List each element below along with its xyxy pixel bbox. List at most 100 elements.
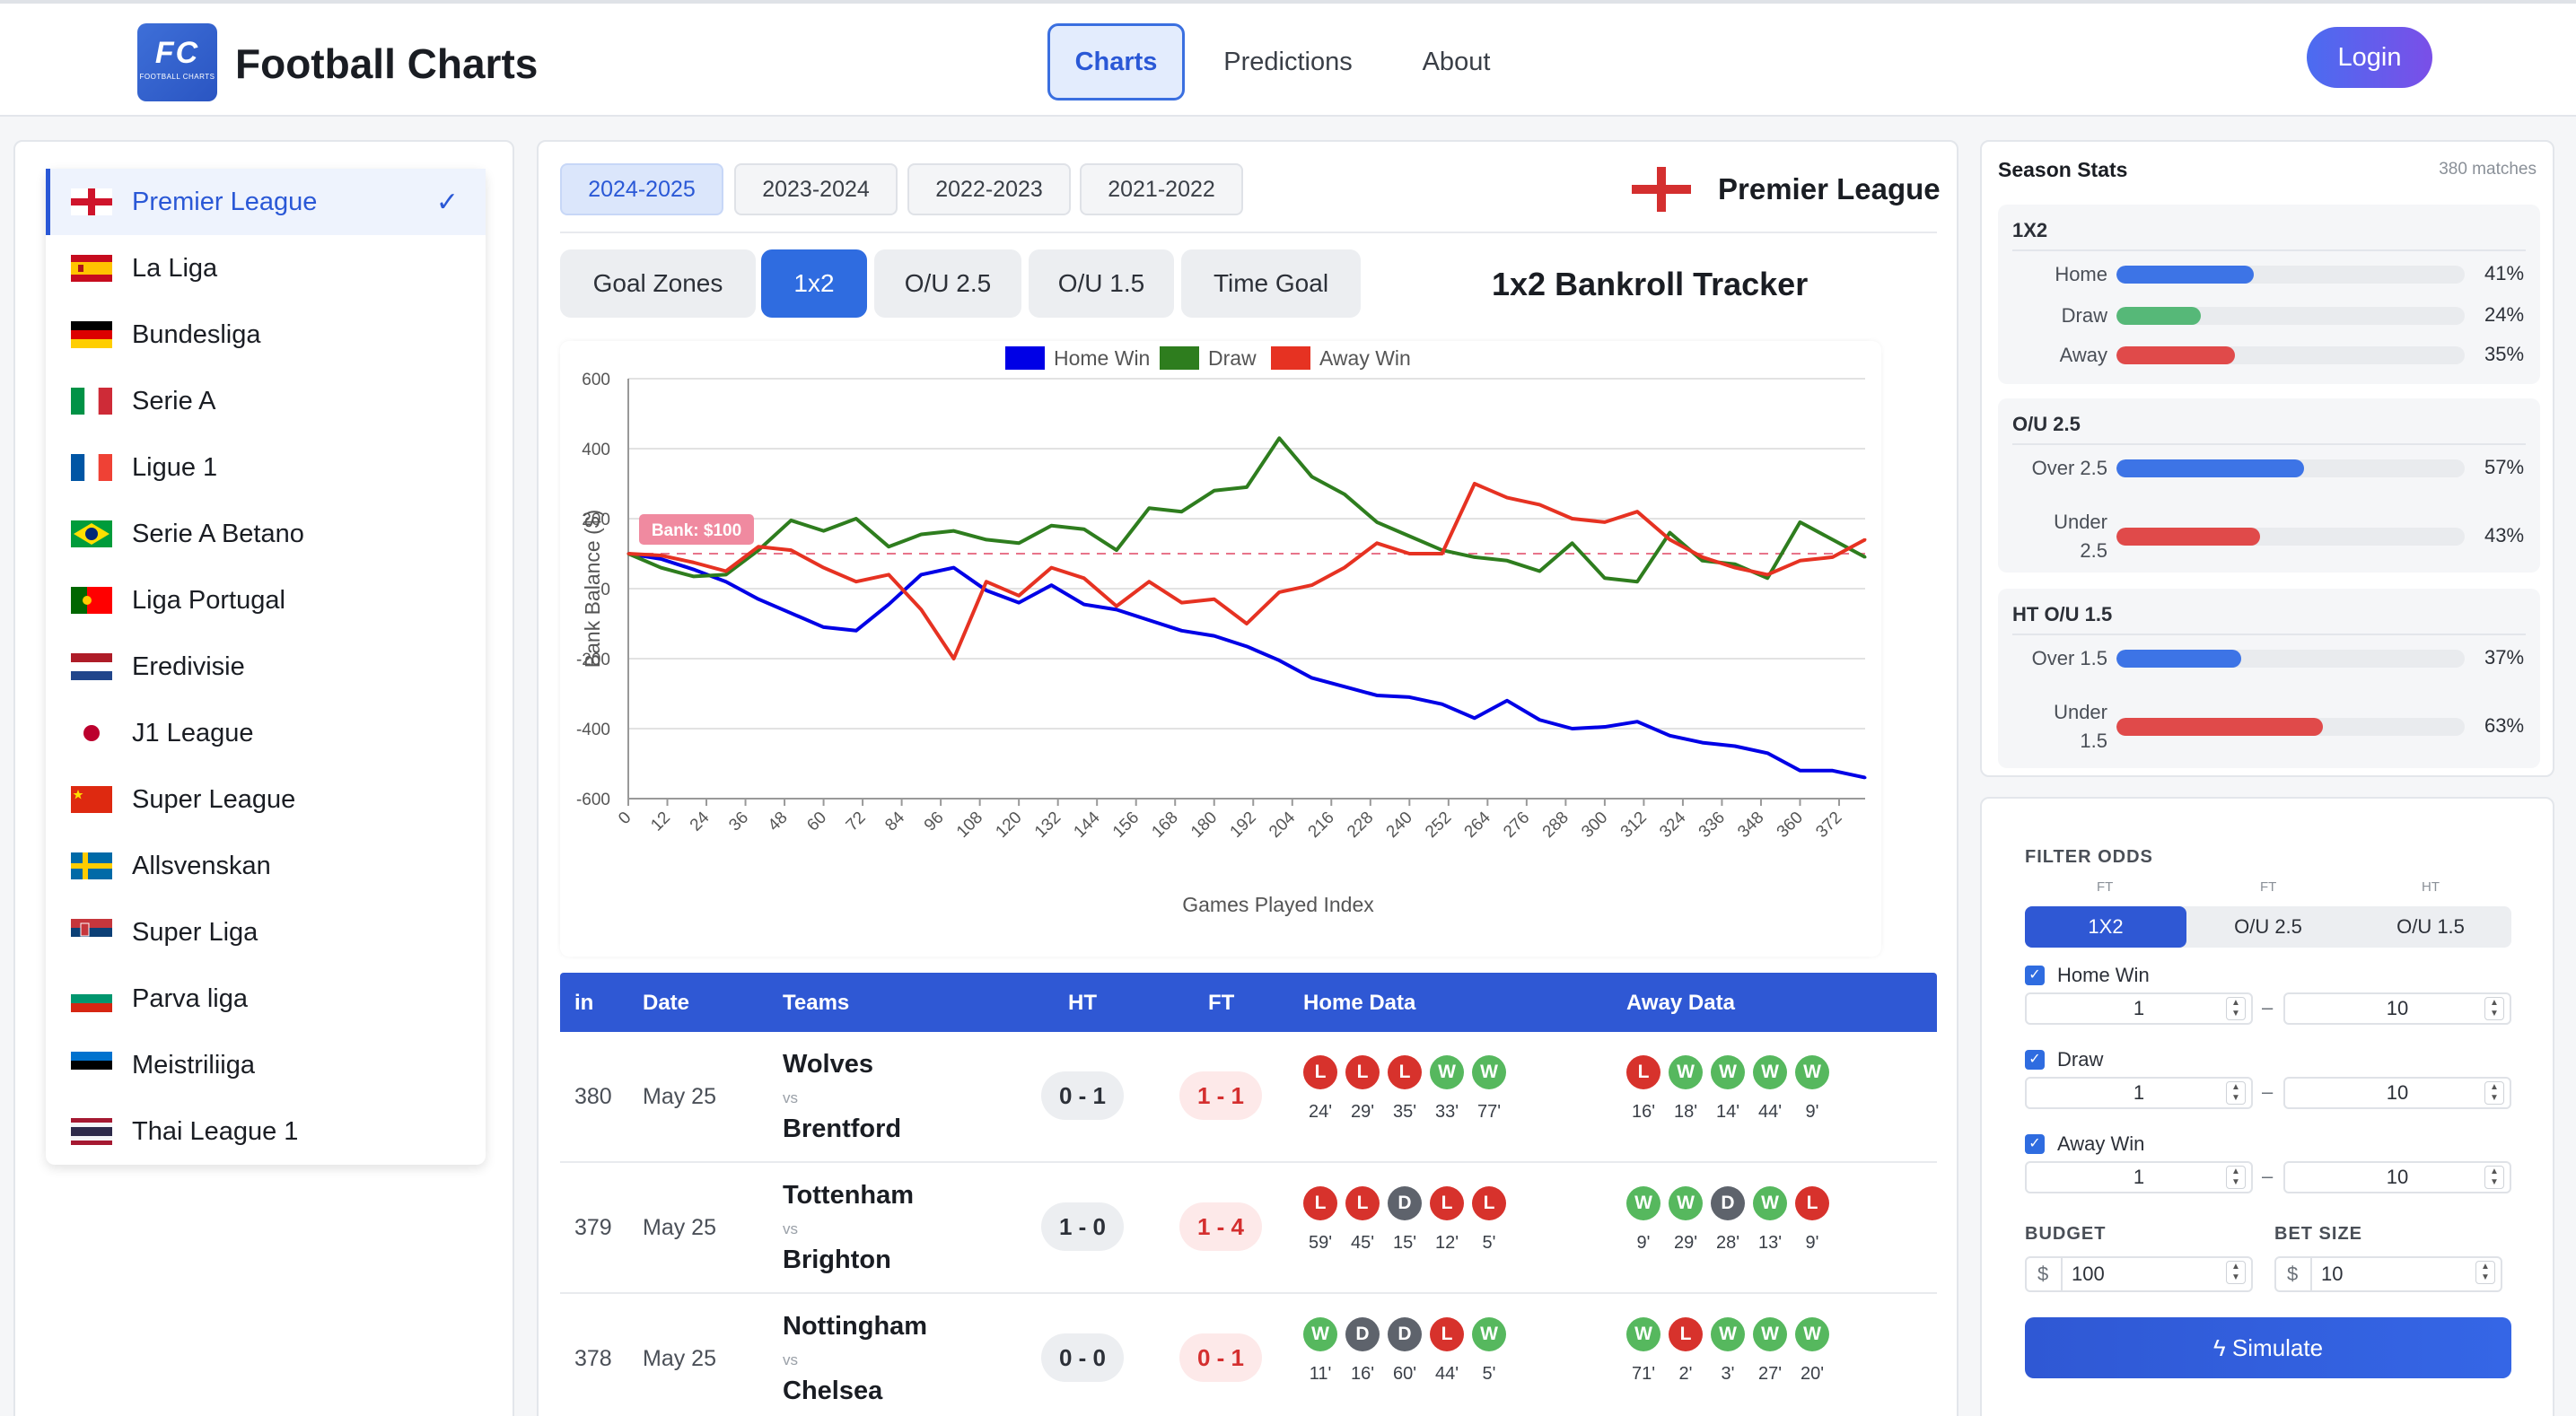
stat-bar-fill	[2116, 459, 2305, 477]
budget-input[interactable]: $ 100 ▲ ▼	[2025, 1256, 2253, 1292]
budget-label: BUDGET	[2025, 1224, 2107, 1244]
y-tick-label: 200	[582, 511, 610, 529]
season-tab-2021-2022[interactable]: 2021-2022	[1080, 163, 1243, 215]
form-badge: D	[1388, 1186, 1422, 1220]
portugal-flag-icon	[71, 587, 112, 614]
league-item-ligue-1[interactable]: Ligue 1	[46, 434, 486, 501]
x-tick-label: 24	[687, 808, 714, 835]
data-point	[1473, 716, 1476, 720]
away-win-checkbox[interactable]: ✓	[2025, 1134, 2045, 1154]
league-item-allsvenskan[interactable]: Allsvenskan	[46, 833, 486, 899]
tab-time-goal[interactable]: Time Goal	[1181, 249, 1361, 318]
league-item-serie-a[interactable]: Serie A	[46, 368, 486, 434]
stepper-icon[interactable]: ▲ ▼	[2484, 1081, 2504, 1105]
form-badge: L	[1430, 1317, 1464, 1351]
data-point	[1277, 436, 1281, 440]
home-win-checkbox[interactable]: ✓	[2025, 966, 2045, 985]
league-item-la-liga[interactable]: La Liga	[46, 235, 486, 302]
draw-min-input[interactable]: 1 ▲ ▼	[2025, 1077, 2253, 1109]
draw-max-input[interactable]: 10 ▲ ▼	[2283, 1077, 2511, 1109]
filter-tab-ou-2-5[interactable]: O/U 2.5	[2234, 915, 2302, 938]
data-point	[1571, 517, 1574, 520]
stepper-icon[interactable]: ▲ ▼	[2226, 997, 2246, 1020]
league-item-j1-league[interactable]: J1 League	[46, 700, 486, 766]
goal-minute: 12'	[1434, 1233, 1459, 1253]
chart-legend: Home Win Draw Away Win	[1005, 346, 1411, 370]
league-item-eredivisie[interactable]: Eredivisie	[46, 634, 486, 700]
login-button[interactable]: Login	[2307, 27, 2432, 88]
stat-row: Draw 24%	[1998, 302, 2540, 330]
filter-tab-ou-1-5[interactable]: O/U 1.5	[2396, 915, 2465, 938]
league-label: J1 League	[132, 718, 254, 747]
league-item-bundesliga[interactable]: Bundesliga	[46, 302, 486, 368]
data-point	[1863, 538, 1867, 541]
league-item-meistriliiga[interactable]: Meistriliiga	[46, 1032, 486, 1098]
away-win-max-input[interactable]: 10 ▲ ▼	[2283, 1161, 2511, 1193]
data-point	[1441, 703, 1444, 706]
simulate-button[interactable]: ϟ Simulate	[2025, 1317, 2511, 1378]
season-tab-2024-2025[interactable]: 2024-2025	[560, 163, 723, 215]
data-point	[1375, 520, 1379, 524]
min-value: 1	[2133, 1166, 2145, 1188]
season-tab-2023-2024[interactable]: 2023-2024	[734, 163, 898, 215]
bet-size-input[interactable]: $ 10 ▲ ▼	[2274, 1256, 2502, 1292]
range-dash: –	[2262, 996, 2274, 1018]
divider	[2012, 443, 2526, 445]
goal-minute: 59'	[1308, 1233, 1333, 1253]
data-point	[822, 529, 826, 533]
league-item-super-league[interactable]: Super League	[46, 766, 486, 833]
tab-1x2[interactable]: 1x2	[761, 249, 867, 318]
data-point	[985, 589, 988, 592]
brand-name[interactable]: Football Charts	[235, 40, 539, 87]
stepper-icon[interactable]: ▲ ▼	[2226, 1261, 2246, 1284]
stat-percent: 63%	[2484, 714, 2525, 737]
filter-tab-1x2[interactable]: 1X2	[2025, 906, 2186, 948]
league-item-premier-league[interactable]: Premier League ✓	[46, 169, 486, 235]
stepper-icon[interactable]: ▲ ▼	[2484, 997, 2504, 1020]
form-badge: D	[1388, 1317, 1422, 1351]
league-item-thai-league-1[interactable]: Thai League 1	[46, 1098, 486, 1165]
logo[interactable]: FC FOOTBALL CHARTS	[137, 23, 217, 101]
league-item-serie-a-betano[interactable]: Serie A Betano	[46, 501, 486, 567]
league-label: Super League	[132, 784, 296, 814]
x-tick-label: 372	[1812, 809, 1845, 842]
data-point	[1343, 493, 1346, 496]
data-point	[1213, 634, 1216, 638]
nav-predictions[interactable]: Predictions	[1223, 48, 1353, 76]
home-win-max-input[interactable]: 10 ▲ ▼	[2283, 992, 2511, 1025]
data-point	[985, 538, 988, 541]
home-win-min-input[interactable]: 1 ▲ ▼	[2025, 992, 2253, 1025]
league-item-parva-liga[interactable]: Parva liga	[46, 966, 486, 1032]
logo-subtext: FOOTBALL CHARTS	[139, 73, 215, 81]
stepper-icon[interactable]: ▲ ▼	[2226, 1166, 2246, 1189]
league-item-super-liga[interactable]: Super Liga	[46, 899, 486, 966]
draw-checkbox[interactable]: ✓	[2025, 1050, 2045, 1070]
stepper-icon[interactable]: ▲ ▼	[2226, 1081, 2246, 1105]
away-win-min-input[interactable]: 1 ▲ ▼	[2025, 1161, 2253, 1193]
goal-minute: 33'	[1434, 1102, 1459, 1122]
data-point	[659, 554, 662, 557]
form-badge: W	[1711, 1055, 1745, 1089]
form-badge: W	[1795, 1055, 1829, 1089]
tab-goal-zones[interactable]: Goal Zones	[560, 249, 756, 318]
table-row[interactable]: 380 May 25 Wolves vs Brentford 0 - 1 1 - 1 L 24'…	[560, 1032, 1937, 1163]
bet-size-label: BET SIZE	[2274, 1224, 2363, 1244]
data-point	[822, 566, 826, 570]
league-item-liga-portugal[interactable]: Liga Portugal	[46, 567, 486, 634]
data-point	[1407, 535, 1411, 538]
stepper-icon[interactable]: ▲ ▼	[2484, 1166, 2504, 1189]
stepper-icon[interactable]: ▲ ▼	[2475, 1261, 2495, 1284]
draw-label: Draw	[2057, 1048, 2104, 1071]
tab-ou-1-5[interactable]: O/U 1.5	[1029, 249, 1174, 318]
logo-text: FC	[154, 36, 200, 70]
season-tab-2022-2023[interactable]: 2022-2023	[907, 163, 1071, 215]
nav-charts[interactable]: Charts	[1047, 23, 1185, 101]
tab-ou-2-5[interactable]: O/U 2.5	[874, 249, 1021, 318]
x-tick-label: 360	[1774, 809, 1807, 842]
col-header-teams: Teams	[783, 991, 850, 1015]
legend-swatch	[1005, 346, 1045, 370]
nav-about[interactable]: About	[1422, 48, 1491, 76]
data-point	[1179, 629, 1183, 633]
